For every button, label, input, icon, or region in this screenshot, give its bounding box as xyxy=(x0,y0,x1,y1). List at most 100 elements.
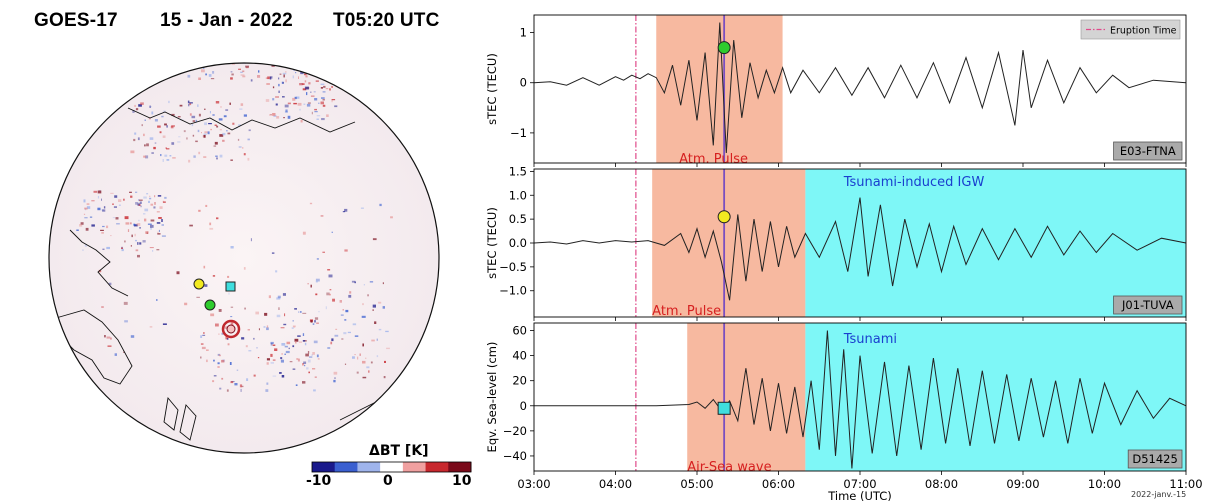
cloud-speck xyxy=(286,341,291,345)
colorbar-swatch xyxy=(312,462,336,472)
cloud-speck xyxy=(371,339,375,342)
cloud-speck xyxy=(129,191,132,193)
cloud-speck xyxy=(368,370,370,373)
cloud-speck xyxy=(148,200,150,203)
cloud-speck xyxy=(203,134,206,138)
cloud-speck xyxy=(342,309,344,311)
cloud-speck xyxy=(218,118,223,121)
cloud-speck xyxy=(320,101,324,105)
cloud-speck xyxy=(162,201,166,203)
cloud-speck xyxy=(89,216,93,218)
cloud-speck xyxy=(313,340,318,344)
cloud-speck xyxy=(367,294,369,297)
cloud-speck xyxy=(226,389,229,392)
cloud-speck xyxy=(201,132,202,134)
cloud-speck xyxy=(232,122,235,125)
cloud-speck xyxy=(310,91,312,93)
cloud-speck xyxy=(133,223,136,226)
cloud-speck xyxy=(304,364,306,367)
cloud-speck xyxy=(203,332,205,334)
cloud-speck xyxy=(198,113,201,117)
cloud-speck xyxy=(138,219,140,222)
cloud-speck xyxy=(149,137,154,140)
cloud-speck xyxy=(156,299,158,301)
cloud-speck xyxy=(255,311,259,315)
cyan-station-marker xyxy=(225,281,236,292)
cloud-speck xyxy=(210,128,212,131)
cloud-speck xyxy=(374,321,377,324)
cloud-speck xyxy=(266,83,270,85)
cloud-speck xyxy=(332,298,335,302)
cloud-speck xyxy=(320,83,325,85)
cloud-speck xyxy=(102,225,105,228)
cloud-speck xyxy=(184,302,188,306)
cloud-speck xyxy=(257,75,261,78)
cloud-speck xyxy=(146,143,149,147)
cloud-speck xyxy=(98,269,102,273)
cloud-speck xyxy=(137,137,140,141)
cloud-speck xyxy=(287,102,291,105)
cloud-speck xyxy=(191,115,196,119)
cloud-speck xyxy=(322,99,325,101)
cloud-speck xyxy=(86,206,91,209)
cloud-speck xyxy=(188,159,191,163)
cloud-speck xyxy=(298,311,300,313)
cloud-speck xyxy=(240,74,245,76)
cloud-speck xyxy=(291,327,294,329)
xtick-label: 08:00 xyxy=(925,477,958,491)
cloud-speck xyxy=(304,73,307,76)
cloud-speck xyxy=(344,319,347,321)
cloud-speck xyxy=(292,320,294,322)
cloud-speck xyxy=(208,123,212,125)
cloud-speck xyxy=(189,113,192,116)
cloud-speck xyxy=(359,353,361,356)
cloud-speck xyxy=(307,283,309,285)
cloud-speck xyxy=(334,105,338,108)
cloud-speck xyxy=(302,333,305,336)
cloud-speck xyxy=(212,380,215,383)
cloud-speck xyxy=(311,111,313,115)
cloud-speck xyxy=(147,223,152,225)
cloud-speck xyxy=(125,222,130,225)
cloud-speck xyxy=(222,359,225,362)
cloud-speck xyxy=(133,224,138,227)
cloud-speck xyxy=(154,202,156,205)
cloud-speck xyxy=(265,99,270,102)
cloud-speck xyxy=(149,195,151,198)
cloud-speck xyxy=(270,342,273,346)
cloud-speck xyxy=(314,317,319,320)
cloud-speck xyxy=(361,315,366,318)
cloud-speck xyxy=(285,71,287,73)
cloud-speck xyxy=(226,130,228,132)
cloud-speck xyxy=(93,190,98,193)
cloud-speck xyxy=(243,114,247,117)
colorbar-swatch xyxy=(448,462,472,472)
cloud-speck xyxy=(193,155,196,158)
cloud-speck xyxy=(162,159,164,162)
cloud-speck xyxy=(241,385,244,388)
cloud-speck xyxy=(376,355,379,358)
cloud-speck xyxy=(300,71,304,75)
cloud-speck xyxy=(357,356,359,360)
cloud-speck xyxy=(192,134,195,137)
cloud-speck xyxy=(196,296,200,298)
cloud-speck xyxy=(145,231,149,234)
cloud-speck xyxy=(118,199,122,202)
cloud-speck xyxy=(331,99,336,101)
cloud-speck xyxy=(134,233,136,237)
cloud-speck xyxy=(292,345,295,348)
cloud-speck xyxy=(243,267,246,270)
cloud-speck xyxy=(288,347,290,350)
cloud-speck xyxy=(216,125,219,128)
cloud-speck xyxy=(195,140,198,143)
cloud-speck xyxy=(292,368,296,370)
cloud-speck xyxy=(150,106,152,108)
cloud-speck xyxy=(144,144,146,147)
cloud-speck xyxy=(135,239,137,242)
cloud-speck xyxy=(276,314,281,318)
cloud-speck xyxy=(239,384,243,388)
cloud-speck xyxy=(156,211,160,213)
cloud-speck xyxy=(227,275,230,278)
cloud-speck xyxy=(354,281,356,284)
cloud-speck xyxy=(283,323,287,326)
